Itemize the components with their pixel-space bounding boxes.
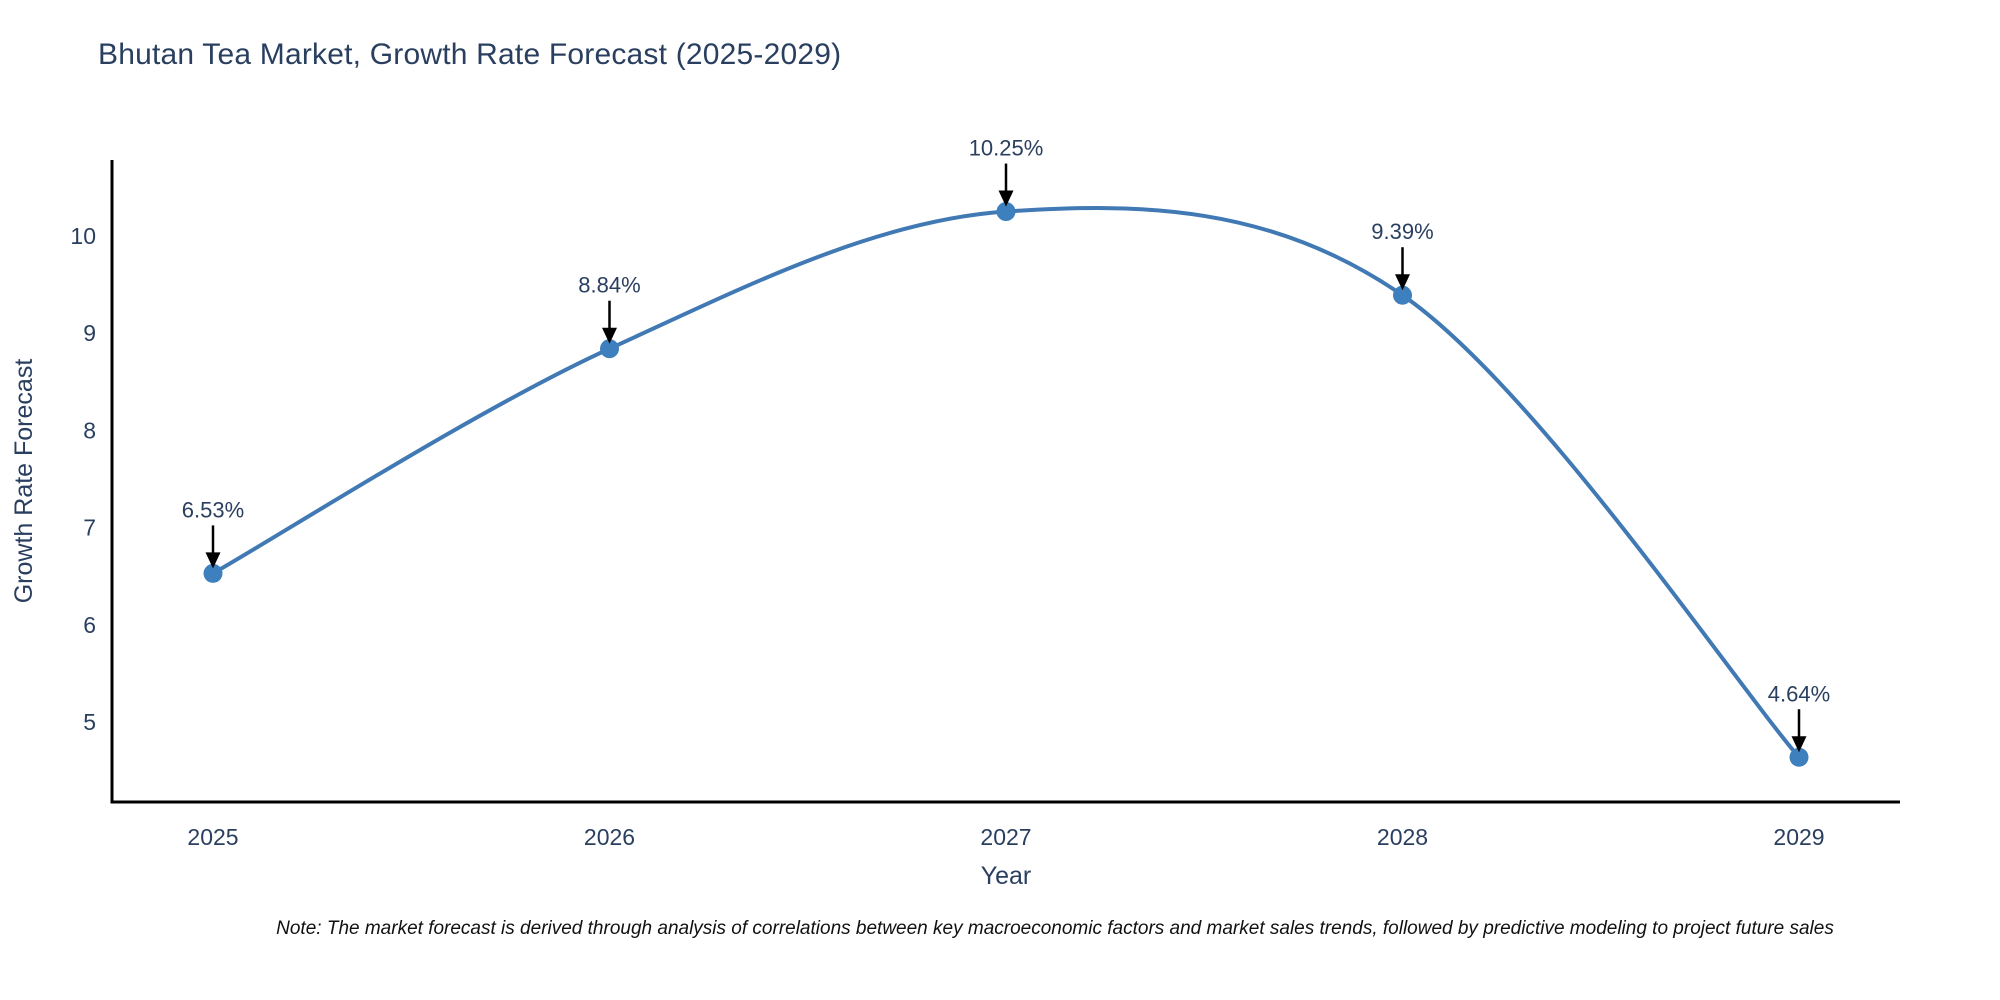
data-point-marker	[1393, 285, 1412, 305]
y-tick-label: 5	[83, 709, 96, 735]
series-line	[211, 206, 1801, 760]
annotation-arrowhead	[205, 552, 221, 569]
x-tick-label: 2029	[1773, 824, 1824, 850]
data-point-marker	[996, 202, 1016, 222]
y-tick-label: 8	[83, 417, 96, 443]
x-tick-label: 2027	[980, 824, 1031, 850]
annotation-arrowhead	[1791, 736, 1807, 753]
annotation-label: 4.64%	[1768, 681, 1830, 706]
x-tick-label: 2026	[584, 824, 635, 850]
annotation-label: 9.39%	[1371, 219, 1433, 244]
annotation-label: 6.53%	[182, 497, 244, 522]
data-point-marker	[1789, 747, 1809, 767]
annotation-arrowhead	[1395, 274, 1410, 291]
annotation-arrowhead	[602, 327, 617, 344]
annotation-label: 10.25%	[969, 136, 1044, 161]
chart-title: Bhutan Tea Market, Growth Rate Forecast …	[98, 38, 842, 71]
x-axis-title: Year	[981, 862, 1032, 890]
y-axis-title: Growth Rate Forecast	[10, 359, 38, 604]
y-tick-label: 10	[70, 223, 96, 249]
x-tick-label: 2028	[1377, 824, 1428, 850]
y-tick-label: 7	[83, 515, 96, 541]
y-tick-label: 6	[83, 612, 96, 638]
data-point-marker	[203, 563, 223, 583]
data-point-marker	[600, 339, 619, 359]
annotation-arrowhead	[998, 190, 1014, 207]
methodology-note: Note: The market forecast is derived thr…	[276, 918, 1834, 939]
annotation-label: 8.84%	[578, 273, 640, 298]
x-tick-label: 2025	[187, 824, 238, 850]
y-tick-label: 9	[83, 320, 96, 346]
